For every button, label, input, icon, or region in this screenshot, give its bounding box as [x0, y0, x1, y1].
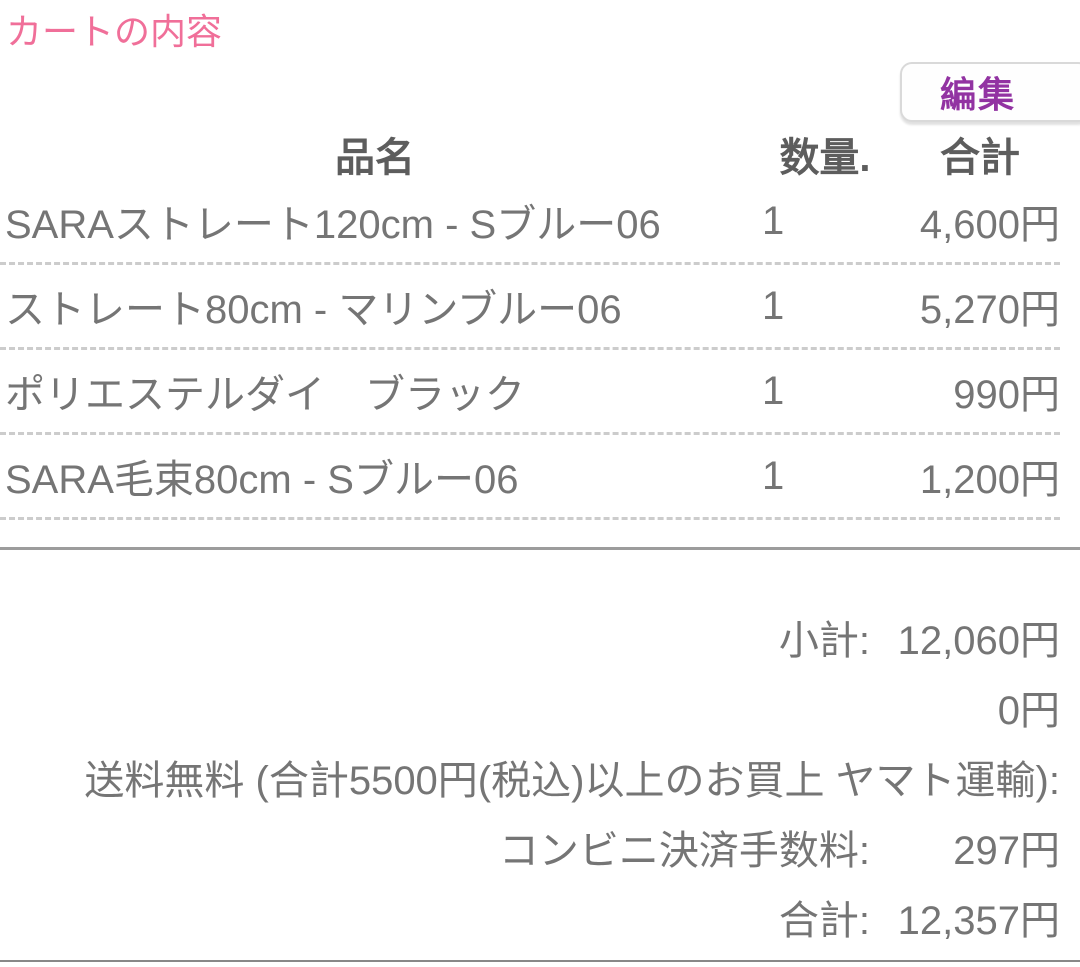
item-name: SARAストレート120cm - Sブルー06: [5, 203, 661, 247]
discount-row: 0円: [0, 672, 1060, 742]
item-quantity: 1: [762, 198, 785, 243]
page-title: カートの内容: [6, 11, 223, 52]
edit-button[interactable]: 編集: [900, 62, 1080, 122]
header-item-name: 品名: [335, 136, 415, 180]
shipping-label: 送料無料 (合計5500円(税込)以上のお買上 ヤマト運輸):: [84, 759, 1060, 803]
item-total: 990円: [953, 373, 1060, 417]
header-quantity: 数量.: [779, 136, 871, 180]
discount-value: 0円: [997, 689, 1060, 733]
cart-item-row: SARA毛束80cm - Sブルー06 1 1,200円: [0, 435, 1060, 520]
item-total: 4,600円: [919, 203, 1060, 247]
item-name: SARA毛束80cm - Sブルー06: [5, 458, 519, 502]
shipping-row: 送料無料 (合計5500円(税込)以上のお買上 ヤマト運輸):: [0, 742, 1060, 812]
cart-table-header: 品名 数量. 合計: [0, 128, 1060, 180]
order-summary: 小計: 12,060円 0円 送料無料 (合計5500円(税込)以上のお買上 ヤ…: [0, 602, 1080, 952]
subtotal-row: 小計: 12,060円: [0, 602, 1060, 672]
item-quantity: 1: [762, 283, 785, 328]
item-name: ポリエステルダイ ブラック: [5, 373, 525, 417]
cart-item-row: SARAストレート120cm - Sブルー06 1 4,600円: [0, 180, 1060, 265]
subtotal-label: 小計:: [778, 619, 870, 663]
grand-total-label: 合計:: [778, 899, 870, 943]
item-name: ストレート80cm - マリンブルー06: [5, 288, 622, 332]
cart-table: 品名 数量. 合計 SARAストレート120cm - Sブルー06 1 4,60…: [0, 128, 1080, 520]
grand-total-row: 合計: 12,357円: [0, 882, 1060, 952]
item-quantity: 1: [762, 453, 785, 498]
header-total: 合計: [940, 136, 1020, 180]
subtotal-value: 12,060円: [897, 619, 1060, 663]
payment-fee-label: コンビニ決済手数料:: [498, 829, 870, 873]
payment-fee-row: コンビニ決済手数料: 297円: [0, 812, 1060, 882]
payment-fee-value: 297円: [953, 829, 1060, 873]
grand-total-value: 12,357円: [897, 899, 1060, 943]
item-total: 1,200円: [919, 458, 1060, 502]
item-quantity: 1: [762, 368, 785, 413]
cart-item-row: ポリエステルダイ ブラック 1 990円: [0, 350, 1060, 435]
cart-item-row: ストレート80cm - マリンブルー06 1 5,270円: [0, 265, 1060, 350]
table-bottom-divider: [0, 547, 1080, 550]
item-total: 5,270円: [919, 288, 1060, 332]
bottom-divider: [0, 960, 1080, 962]
